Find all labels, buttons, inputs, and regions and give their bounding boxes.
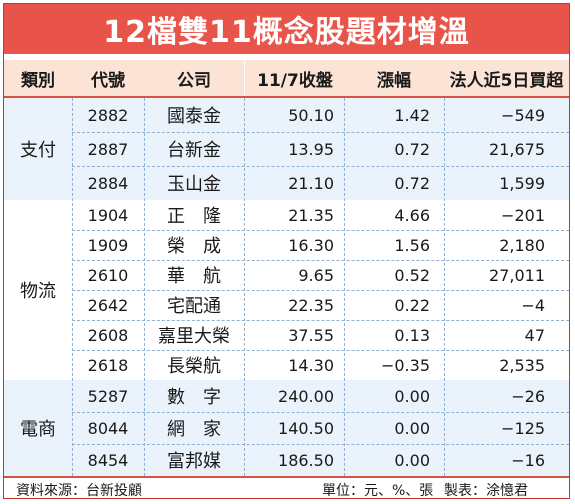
cell-change: 0.22: [394, 295, 430, 315]
cell-company: 台新金: [167, 140, 221, 161]
table-row: 2887 台新金 13.95 0.72 21,675: [72, 132, 569, 166]
maker-note: 製表：涂憶君: [444, 483, 528, 499]
header-code: 代號: [91, 70, 125, 91]
cell-code: 2642: [87, 295, 129, 315]
cell-close: 21.10: [288, 173, 334, 193]
group-payment: 支付 2882 國泰金 50.10 1.42 −549 2887 台新金 13.…: [4, 98, 569, 202]
cell-change: 0.72: [394, 139, 430, 159]
table-row: 2618 長榮航 14.30 −0.35 2,535: [72, 350, 569, 380]
cell-company: 富邦媒: [167, 451, 221, 472]
header-net-buy: 法人近5日買超: [449, 70, 564, 91]
cell-company: 國泰金: [167, 106, 221, 127]
table-row: 2608 嘉里大榮 37.55 0.13 47: [72, 320, 569, 350]
cell-code: 2608: [87, 325, 129, 345]
cell-company: 華 航: [167, 266, 221, 287]
cell-close: 13.95: [288, 139, 334, 159]
cell-close: 186.50: [278, 450, 334, 470]
cell-change: 0.52: [394, 265, 430, 285]
category-label: 支付: [20, 140, 56, 161]
cell-code: 1909: [87, 235, 129, 255]
table-row: 8454 富邦媒 186.50 0.00 −16: [72, 444, 569, 476]
table-row: 1909 榮 成 16.30 1.56 2,180: [72, 230, 569, 260]
group-logistics: 物流 1904 正 隆 21.35 4.66 −201 1909 榮 成 16.…: [4, 200, 569, 382]
column-divider: [244, 98, 245, 476]
table-row: 2642 宅配通 22.35 0.22 −4: [72, 290, 569, 320]
cell-code: 1904: [87, 205, 129, 225]
cell-company: 正 隆: [167, 206, 221, 227]
cell-company: 網 家: [167, 419, 221, 440]
table-row: 2882 國泰金 50.10 1.42 −549: [72, 98, 569, 132]
column-divider: [344, 98, 345, 476]
cell-close: 14.30: [288, 355, 334, 375]
cell-net-buy: −4: [521, 295, 545, 315]
table-row: 2610 華 航 9.65 0.52 27,011: [72, 260, 569, 290]
table-footer: 資料來源：台新投顧 單位：元、%、張 製表：涂憶君: [4, 476, 569, 500]
cell-code: 2884: [87, 173, 129, 193]
stock-table-card: 12檔雙11概念股題材增溫 類別 代號 公司 11/7收盤 漲幅 法人近5日買超…: [3, 3, 570, 499]
group-ecommerce: 電商 5287 數 字 240.00 0.00 −26 8044 網 家 140…: [4, 380, 569, 476]
cell-code: 2882: [87, 105, 129, 125]
cell-net-buy: 47: [524, 325, 545, 345]
cell-close: 9.65: [298, 265, 334, 285]
cell-change: −0.35: [380, 355, 430, 375]
table-row: 2884 玉山金 21.10 0.72 1,599: [72, 166, 569, 200]
cell-net-buy: −125: [501, 418, 545, 438]
cell-change: 0.00: [394, 450, 430, 470]
cell-net-buy: 27,011: [489, 265, 545, 285]
cell-close: 140.50: [278, 418, 334, 438]
header-change: 漲幅: [377, 70, 411, 91]
header-company: 公司: [177, 70, 211, 91]
cell-change: 1.56: [394, 235, 430, 255]
cell-net-buy: 2,535: [499, 355, 545, 375]
header-close: 11/7收盤: [244, 60, 345, 96]
cell-close: 37.55: [288, 325, 334, 345]
table-title: 12檔雙11概念股題材增溫: [4, 4, 569, 54]
cell-net-buy: 1,599: [499, 173, 545, 193]
category-label: 電商: [20, 419, 56, 440]
category-label: 物流: [20, 281, 56, 302]
cell-code: 8454: [87, 450, 129, 470]
cell-code: 2618: [87, 355, 129, 375]
cell-close: 22.35: [288, 295, 334, 315]
cell-company: 嘉里大榮: [158, 326, 230, 347]
cell-net-buy: −16: [511, 450, 545, 470]
cell-close: 21.35: [288, 205, 334, 225]
cell-change: 0.00: [394, 418, 430, 438]
table-header: 類別 代號 公司 11/7收盤 漲幅 法人近5日買超: [4, 60, 569, 98]
cell-company: 長榮航: [167, 356, 221, 377]
cell-code: 8044: [87, 418, 129, 438]
cell-code: 5287: [87, 386, 129, 406]
cell-company: 玉山金: [167, 174, 221, 195]
column-divider: [444, 98, 445, 476]
cell-net-buy: −201: [501, 205, 545, 225]
cell-close: 16.30: [288, 235, 334, 255]
cell-change: 0.13: [394, 325, 430, 345]
cell-net-buy: −549: [501, 105, 545, 125]
source-note: 資料來源：台新投顧: [16, 483, 142, 499]
cell-change: 0.72: [394, 173, 430, 193]
cell-change: 1.42: [394, 105, 430, 125]
cell-close: 50.10: [288, 105, 334, 125]
unit-note: 單位：元、%、張: [322, 483, 434, 499]
cell-change: 4.66: [394, 205, 430, 225]
cell-net-buy: 21,675: [489, 139, 545, 159]
cell-close: 240.00: [278, 386, 334, 406]
cell-net-buy: 2,180: [499, 235, 545, 255]
column-divider: [144, 98, 145, 476]
table-row: 1904 正 隆 21.35 4.66 −201: [72, 200, 569, 230]
cell-company: 數 字: [167, 387, 221, 408]
table-row: 5287 數 字 240.00 0.00 −26: [72, 380, 569, 412]
cell-code: 2610: [87, 265, 129, 285]
header-category: 類別: [21, 70, 55, 91]
column-divider: [72, 98, 73, 476]
table-row: 8044 網 家 140.50 0.00 −125: [72, 412, 569, 444]
cell-change: 0.00: [394, 386, 430, 406]
cell-net-buy: −26: [511, 386, 545, 406]
cell-code: 2887: [87, 139, 129, 159]
cell-company: 宅配通: [167, 296, 221, 317]
cell-company: 榮 成: [167, 236, 221, 257]
